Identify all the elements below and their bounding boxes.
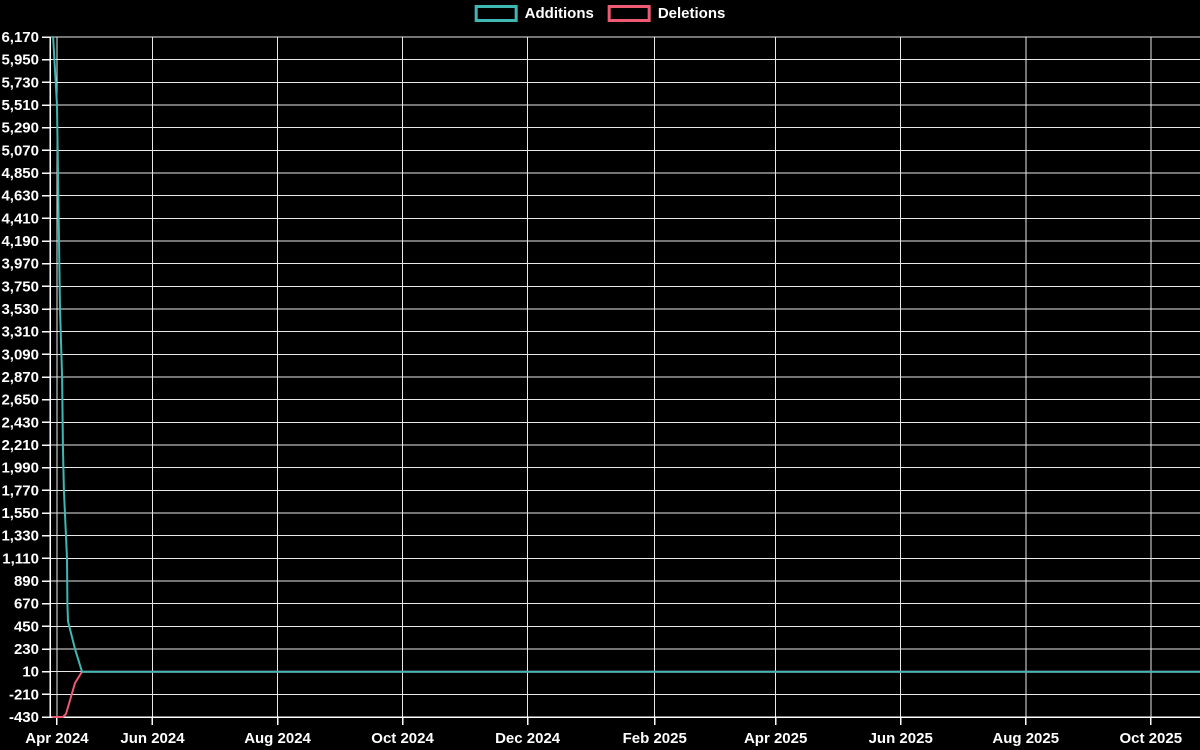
x-tick-label: Jun 2024 [120,730,185,747]
legend-item-additions[interactable]: Additions [474,5,594,22]
y-tick-label: -210 [9,686,39,703]
y-tick-label: 1,770 [1,482,39,499]
y-tick-label: -430 [9,709,39,726]
y-tick-label: 2,870 [1,369,39,386]
x-tick-label: Feb 2025 [623,730,687,747]
y-tick-label: 3,090 [1,346,39,363]
x-tick-label: Dec 2024 [495,730,561,747]
y-tick-label: 1,990 [1,460,39,477]
x-tick-label: Oct 2024 [371,730,434,747]
y-tick-label: 2,430 [1,414,39,431]
y-tick-label: 5,730 [1,74,39,91]
y-tick-label: 670 [14,596,39,613]
x-tick-label: Apr 2024 [25,730,89,747]
y-tick-label: 5,510 [1,97,39,114]
y-tick-label: 4,190 [1,233,39,250]
y-tick-label: 2,650 [1,392,39,409]
y-tick-label: 230 [14,641,39,658]
legend-label-additions: Additions [524,5,594,22]
deletions-swatch-icon [607,5,651,22]
x-tick-label: Aug 2025 [992,730,1059,747]
y-tick-label: 5,070 [1,142,39,159]
y-tick-label: 6,170 [1,29,39,46]
y-tick-label: 1,330 [1,528,39,545]
chart-legend: Additions Deletions [474,5,726,22]
additions-line [52,36,1200,673]
y-tick-label: 5,950 [1,52,39,69]
x-tick-label: Aug 2024 [244,730,311,747]
y-tick-label: 10 [22,664,39,681]
y-tick-label: 4,630 [1,188,39,205]
y-tick-label: 3,970 [1,256,39,273]
y-tick-label: 1,110 [2,550,39,567]
x-tick-label: Oct 2025 [1120,730,1183,747]
x-tick-label: Apr 2025 [744,730,807,747]
y-tick-label: 1,550 [1,505,39,522]
y-tick-label: 4,850 [1,165,39,182]
y-tick-label: 3,310 [1,324,39,341]
additions-swatch-icon [474,5,518,22]
y-tick-label: 4,410 [1,210,39,227]
y-tick-label: 2,210 [1,437,39,454]
y-tick-label: 5,290 [1,120,39,137]
y-tick-label: 890 [14,573,39,590]
legend-item-deletions[interactable]: Deletions [607,5,726,22]
legend-label-deletions: Deletions [657,5,726,22]
y-tick-label: 450 [14,618,39,635]
x-tick-label: Jun 2025 [869,730,933,747]
y-tick-label: 3,530 [1,301,39,318]
y-tick-label: 3,750 [1,278,39,295]
